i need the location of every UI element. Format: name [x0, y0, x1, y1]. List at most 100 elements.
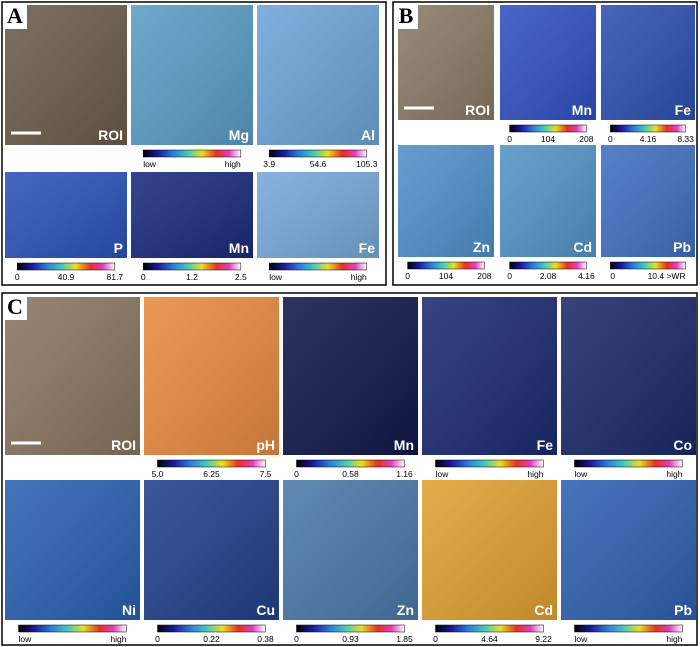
tile-label: Cd [573, 239, 592, 255]
colorbar-label: 0.93 [342, 634, 359, 644]
colorbar-label: 0 [608, 134, 613, 144]
tile-label: P [114, 240, 123, 256]
colorbar-label: low [269, 272, 283, 282]
colorbar-label: 1.2 [186, 272, 198, 282]
tile-label: Mn [572, 102, 592, 118]
colorbar [610, 124, 686, 133]
colorbar-label: 0 [507, 271, 512, 281]
colorbar-label: 0 [294, 469, 299, 479]
colorbar-label: 4.16 [578, 271, 595, 281]
colorbar-label: 3.9 [263, 159, 275, 169]
panel-letter-box [3, 3, 27, 29]
colorbar-label: high [666, 469, 682, 479]
colorbar-label: 0.38 [257, 634, 274, 644]
colorbar [142, 149, 242, 158]
map-shade [500, 5, 596, 120]
colorbar [435, 624, 544, 633]
colorbar-label: low [143, 159, 157, 169]
panel-letter: A [7, 3, 23, 28]
map-shade [561, 480, 696, 620]
tile-label: ROI [465, 102, 490, 118]
colorbar-label: high [225, 159, 241, 169]
tile-label: Pb [673, 239, 691, 255]
tile-label: Cd [534, 602, 553, 618]
colorbar [16, 262, 116, 271]
tile-label: Fe [675, 102, 692, 118]
panel-letter: C [7, 294, 23, 319]
map-shade [500, 145, 596, 257]
colorbar [509, 261, 587, 270]
tile-label: Ni [122, 602, 136, 618]
tile-label: Al [361, 127, 375, 143]
colorbar [407, 261, 485, 270]
colorbar-label: 5.0 [152, 469, 164, 479]
colorbar-label: low [575, 634, 589, 644]
colorbar-label: 10.4 >WR [648, 271, 686, 281]
tile-label: Zn [473, 239, 490, 255]
colorbar-label: 2.5 [235, 272, 247, 282]
colorbar [268, 149, 368, 158]
map-shade [144, 480, 279, 620]
colorbar [509, 124, 587, 133]
colorbar-label: 81.7 [107, 272, 124, 282]
map-shade [131, 172, 253, 258]
colorbar-label: 2.08 [540, 271, 557, 281]
colorbar-label: 8.33 [677, 134, 694, 144]
colorbar-label: 6.25 [203, 469, 220, 479]
map-shade [131, 5, 253, 145]
colorbar-label: low [19, 634, 33, 644]
colorbar [574, 459, 683, 468]
colorbar-label: 4.64 [481, 634, 498, 644]
colorbar [268, 262, 368, 271]
colorbar [18, 624, 127, 633]
colorbar-label: 105.3 [356, 159, 378, 169]
tile-label: Fe [359, 240, 376, 256]
colorbar [435, 459, 544, 468]
colorbar-label: 0 [507, 134, 512, 144]
map-shade [561, 297, 696, 455]
colorbar-label: high [351, 272, 367, 282]
colorbar-label: 7.5 [260, 469, 272, 479]
panel-letter-box [3, 294, 27, 320]
colorbar [157, 624, 266, 633]
colorbar-label: high [666, 634, 682, 644]
colorbar-label: low [575, 469, 589, 479]
colorbar-label: 0 [433, 634, 438, 644]
colorbar-label: 0 [155, 634, 160, 644]
colorbar-label: 0 [294, 634, 299, 644]
colorbar-label: low [436, 469, 450, 479]
colorbar [296, 459, 405, 468]
colorbar [142, 262, 242, 271]
colorbar-label: 208 [477, 271, 491, 281]
tile-label: Zn [397, 602, 414, 618]
colorbar-label: 0 [141, 272, 146, 282]
tile-label: ROI [98, 127, 123, 143]
tile-label: Co [673, 437, 692, 453]
colorbar-label: 9.22 [535, 634, 552, 644]
colorbar-label: 0 [610, 271, 615, 281]
colorbar [574, 624, 683, 633]
colorbar-label: 1.16 [396, 469, 413, 479]
map-shade [283, 480, 418, 620]
tile-label: Mn [229, 240, 249, 256]
colorbar-label: 104 [439, 271, 453, 281]
map-shade [422, 480, 557, 620]
map-shade [5, 172, 127, 258]
panel-frame [392, 1, 698, 286]
map-shade [601, 5, 695, 120]
colorbar [157, 459, 266, 468]
colorbar-label: high [110, 634, 126, 644]
map-shade [257, 5, 379, 145]
colorbar [296, 624, 405, 633]
tile-label: Mn [394, 437, 414, 453]
tile-label: Fe [537, 437, 554, 453]
map-shade [5, 480, 140, 620]
map-shade [398, 145, 494, 257]
tile-label: ROI [111, 437, 136, 453]
colorbar-label: 1.85 [396, 634, 413, 644]
tile-label: Mg [229, 127, 249, 143]
map-shade [601, 145, 695, 257]
colorbar [610, 261, 686, 270]
map-shade [144, 297, 279, 455]
